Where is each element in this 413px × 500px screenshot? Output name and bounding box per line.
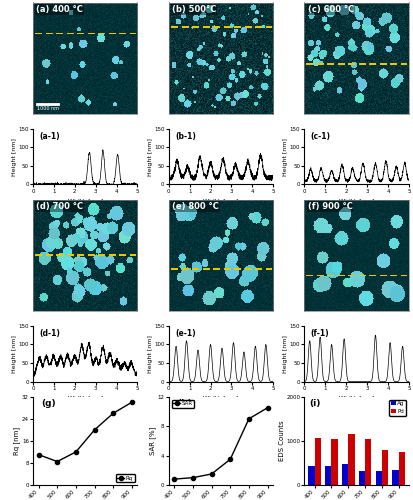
Text: (a) 400 °C: (a) 400 °C (36, 4, 83, 14)
Y-axis label: Rq [nm]: Rq [nm] (14, 427, 21, 455)
Y-axis label: Height [nm]: Height [nm] (12, 335, 17, 372)
Text: (d-1): (d-1) (39, 328, 60, 338)
Bar (382, 450, 388, 485)
Text: (a-1): (a-1) (39, 132, 60, 140)
Text: (b) 500°C: (b) 500°C (172, 4, 216, 14)
Text: (d) 700 °C: (d) 700 °C (36, 202, 83, 211)
Text: (f) 900 °C: (f) 900 °C (308, 202, 352, 211)
Bar (342, 464, 348, 485)
Bar (331, 438, 338, 485)
Y-axis label: Height [nm]: Height [nm] (12, 138, 17, 175)
Y-axis label: EDS Counts: EDS Counts (279, 420, 285, 461)
Y-axis label: Height [nm]: Height [nm] (148, 138, 153, 175)
Y-axis label: Height [nm]: Height [nm] (283, 138, 288, 175)
Bar (359, 471, 365, 485)
Text: (b-1): (b-1) (175, 132, 196, 140)
Text: (f-1): (f-1) (311, 328, 329, 338)
Text: (h): (h) (177, 400, 192, 408)
Bar (308, 466, 315, 485)
Bar (348, 434, 355, 485)
Text: (c) 600 °C: (c) 600 °C (308, 4, 354, 14)
Text: (e-1): (e-1) (175, 328, 196, 338)
Text: (e) 800 °C: (e) 800 °C (172, 202, 219, 211)
X-axis label: Width [μm]: Width [μm] (203, 396, 239, 402)
Text: (i): (i) (310, 400, 321, 408)
Legend: Ag, Pd: Ag, Pd (389, 400, 406, 415)
X-axis label: Width [μm]: Width [μm] (68, 396, 103, 402)
X-axis label: Width [μm]: Width [μm] (68, 199, 103, 204)
Y-axis label: Height [nm]: Height [nm] (148, 335, 153, 372)
Legend: SAR: SAR (171, 400, 195, 408)
Bar (399, 452, 405, 485)
Legend: Rq: Rq (116, 474, 135, 482)
X-axis label: Width [μm]: Width [μm] (339, 199, 374, 204)
Bar (392, 470, 399, 485)
Bar (375, 471, 382, 485)
X-axis label: Width [μm]: Width [μm] (339, 396, 374, 402)
Bar (365, 438, 371, 485)
Bar (315, 438, 321, 485)
Text: (g): (g) (41, 400, 56, 408)
Bar (325, 466, 331, 485)
Y-axis label: SAR [%]: SAR [%] (150, 426, 156, 455)
X-axis label: Width [μm]: Width [μm] (203, 199, 239, 204)
Text: (c-1): (c-1) (311, 132, 331, 140)
Text: 1000 nm: 1000 nm (38, 106, 59, 111)
Y-axis label: Height [nm]: Height [nm] (283, 335, 288, 372)
